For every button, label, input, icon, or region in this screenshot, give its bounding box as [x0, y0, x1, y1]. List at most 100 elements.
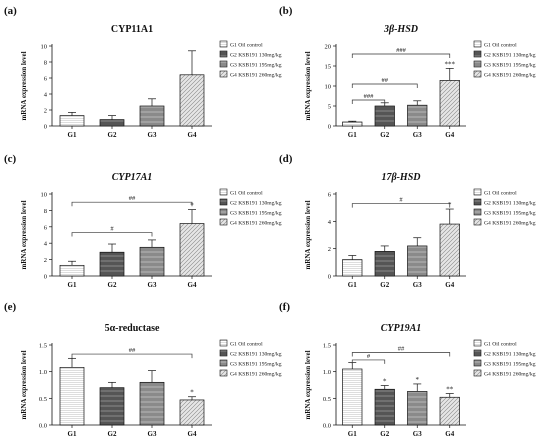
x-tick-label: G4: [445, 281, 454, 289]
y-tick-label: 10: [41, 44, 48, 51]
chart-title: CYP17A1: [112, 172, 153, 183]
legend-entry: G3 KSB191 195mg/kg: [484, 211, 536, 217]
bar-g2: [374, 251, 395, 277]
bar-g3: [139, 246, 165, 277]
bar-g1: [342, 368, 363, 426]
x-tick-label: G2: [380, 281, 389, 289]
panel-f: (f) CYP19A1 mRNA expression level 0.0 0.5 1.0…: [279, 301, 536, 438]
y-tick-label: 0.5: [323, 396, 331, 403]
legend-swatch: [473, 198, 482, 206]
x-tick-label: G3: [148, 430, 157, 438]
y-tick-label: 1.5: [323, 343, 331, 350]
x-tick-label: G3: [413, 281, 422, 289]
x-tick-label: G2: [108, 430, 117, 438]
significance-label: #: [399, 197, 403, 204]
x-tick-label: G4: [188, 131, 197, 139]
legend-swatch: [473, 359, 482, 367]
bar-g2: [374, 105, 395, 127]
legend-entry: G4 KSB191 260mg/kg: [484, 73, 536, 79]
legend-swatch: [219, 70, 228, 78]
legend-swatch: [473, 349, 482, 357]
legend-swatch: [219, 188, 228, 196]
bar-g2: [99, 387, 125, 426]
y-tick-label: 4: [328, 219, 332, 226]
y-tick-label: 0.5: [39, 396, 47, 403]
y-tick-label: 0: [328, 274, 331, 281]
legend-entry: G2 KSB191 130mg/kg: [230, 352, 282, 358]
x-tick-label: G1: [68, 131, 77, 139]
panel-c: (c) CYP17A1 mRNA expression level 0 2 4 6 8 10 G1…: [4, 153, 282, 289]
panel-e: (e) 5α-reductase mRNA expression level 0.0 0…: [4, 301, 282, 438]
chart-title: CYP19A1: [381, 323, 422, 334]
legend-entry: G3 KSB191 195mg/kg: [484, 362, 536, 368]
legend-entry: G1 Oil control: [484, 43, 517, 49]
significance-label: ##: [398, 345, 405, 352]
x-tick-label: G2: [380, 430, 389, 438]
significance-label: #: [110, 226, 114, 233]
legend-entry: G3 KSB191 195mg/kg: [230, 63, 282, 69]
significance-label: ###: [396, 47, 407, 54]
bar-g2: [99, 251, 125, 277]
x-tick-label: G3: [413, 430, 422, 438]
legend-swatch: [219, 60, 228, 68]
y-tick-label: 0.0: [39, 423, 47, 430]
legend-entry: G3 KSB191 195mg/kg: [230, 362, 282, 368]
y-tick-label: 0: [44, 124, 47, 131]
y-tick-label: 1.5: [39, 343, 47, 350]
x-tick-label: G2: [108, 131, 117, 139]
significance-star: **: [446, 386, 454, 394]
significance-label: ##: [129, 347, 136, 354]
y-tick-label: 1.0: [39, 369, 47, 376]
legend-swatch: [473, 60, 482, 68]
legend-swatch: [219, 198, 228, 206]
panel-label: (f): [279, 301, 290, 313]
panel-d: (d) 17β-HSD mRNA expression level 0 2 4 6 G1 G2 G…: [279, 153, 536, 289]
legend-swatch: [219, 349, 228, 357]
y-tick-label: 2: [44, 108, 47, 115]
y-tick-label: 2: [328, 246, 331, 253]
x-tick-label: G1: [348, 281, 357, 289]
significance-label: #: [367, 353, 371, 360]
y-axis-label: mRNA expression level: [304, 200, 312, 269]
x-tick-label: G1: [348, 430, 357, 438]
legend-swatch: [219, 359, 228, 367]
legend-swatch: [473, 50, 482, 58]
y-tick-label: 8: [44, 208, 47, 215]
y-tick-label: 10: [325, 84, 332, 91]
legend-swatch: [219, 40, 228, 48]
legend-entry: G2 KSB191 130mg/kg: [230, 201, 282, 207]
x-tick-label: G2: [108, 281, 117, 289]
legend-entry: G2 KSB191 130mg/kg: [484, 201, 536, 207]
legend-swatch: [473, 218, 482, 226]
legend-swatch: [473, 208, 482, 216]
legend-entry: G3 KSB191 195mg/kg: [230, 211, 282, 217]
y-tick-label: 10: [41, 192, 48, 199]
legend-entry: G2 KSB191 130mg/kg: [230, 53, 282, 59]
legend-entry: G2 KSB191 130mg/kg: [484, 53, 536, 59]
legend-entry: G1 Oil control: [230, 43, 263, 49]
x-tick-label: G4: [188, 281, 197, 289]
y-tick-label: 6: [44, 76, 48, 83]
significance-label: ##: [382, 77, 389, 84]
y-tick-label: 6: [44, 224, 48, 231]
significance-bracket: [351, 83, 418, 88]
y-tick-label: 20: [325, 44, 332, 51]
legend-entry: G4 KSB191 260mg/kg: [230, 372, 282, 378]
x-tick-label: G1: [68, 430, 77, 438]
significance-bracket: [351, 352, 451, 357]
bar-g3: [139, 381, 165, 426]
bar-g4: [179, 223, 205, 277]
bar-g1: [59, 264, 85, 277]
legend-swatch: [219, 369, 228, 377]
x-tick-label: G2: [380, 131, 389, 139]
panel-label: (b): [279, 5, 293, 17]
legend-swatch: [219, 208, 228, 216]
x-tick-label: G1: [348, 131, 357, 139]
chart-title: CYP11A1: [111, 24, 153, 35]
bar-g1: [59, 367, 85, 426]
x-tick-label: G3: [148, 281, 157, 289]
y-tick-label: 6: [328, 192, 332, 199]
y-tick-label: 1.0: [323, 369, 331, 376]
y-tick-label: 8: [44, 60, 47, 67]
